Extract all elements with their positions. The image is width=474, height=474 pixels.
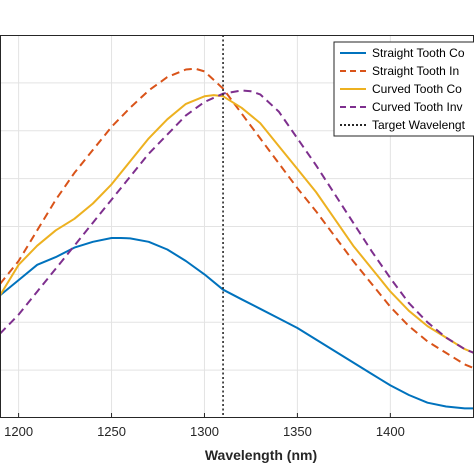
x-tick-label: 1300 — [190, 424, 219, 439]
legend-entry-label: Straight Tooth Co — [372, 46, 465, 60]
x-tick-label: 1200 — [4, 424, 33, 439]
series-line-3 — [0, 89, 474, 354]
series-line-1 — [0, 67, 474, 370]
x-axis-ticks: 1200 1250 1300 1350 1400 — [4, 413, 405, 439]
series-line-0 — [0, 237, 474, 410]
legend[interactable]: Straight Tooth Co Straight Tooth In Curved… — [333, 41, 474, 137]
series-lines — [0, 35, 474, 418]
legend-entry-label: Curved Tooth Co — [372, 82, 462, 96]
x-axis-label: Wavelength (nm) — [205, 447, 317, 463]
x-tick-label: 1400 — [376, 424, 405, 439]
x-tick-label: 1250 — [97, 424, 126, 439]
grid-lines — [0, 35, 474, 418]
series-line-2 — [0, 94, 474, 354]
x-tick-label: 1350 — [283, 424, 312, 439]
legend-entry-label: Straight Tooth In — [372, 64, 459, 78]
legend-entry-label: Target Wavelengt — [372, 118, 466, 132]
legend-entry-label: Curved Tooth Inv — [372, 100, 463, 114]
